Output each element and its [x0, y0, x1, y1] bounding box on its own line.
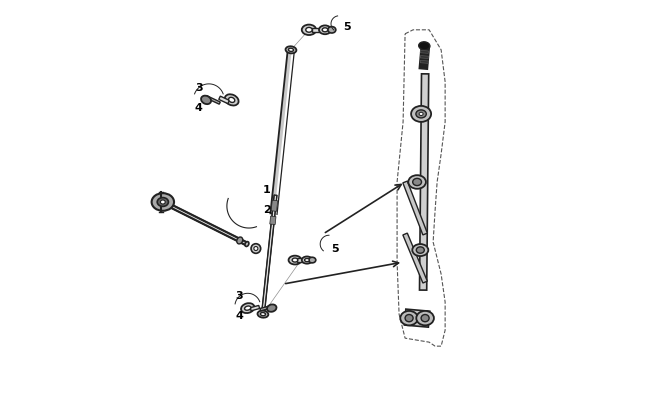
Ellipse shape — [201, 96, 211, 105]
Ellipse shape — [328, 28, 336, 34]
Polygon shape — [270, 50, 294, 215]
Ellipse shape — [229, 98, 235, 103]
Ellipse shape — [244, 306, 251, 311]
Ellipse shape — [289, 49, 294, 52]
Ellipse shape — [302, 257, 312, 264]
Polygon shape — [260, 306, 272, 311]
Ellipse shape — [419, 43, 430, 51]
Polygon shape — [270, 217, 276, 225]
Polygon shape — [419, 47, 429, 70]
Polygon shape — [404, 309, 430, 327]
Ellipse shape — [261, 313, 265, 316]
Ellipse shape — [289, 256, 302, 265]
Polygon shape — [261, 196, 277, 315]
Ellipse shape — [309, 258, 316, 263]
Text: 3: 3 — [195, 83, 203, 93]
Ellipse shape — [251, 244, 261, 254]
Ellipse shape — [151, 194, 174, 211]
Ellipse shape — [411, 107, 431, 123]
Ellipse shape — [245, 242, 249, 247]
Ellipse shape — [412, 245, 428, 256]
Ellipse shape — [157, 198, 168, 207]
Ellipse shape — [161, 200, 165, 205]
Text: 4: 4 — [235, 310, 243, 320]
Polygon shape — [219, 97, 229, 104]
Ellipse shape — [225, 95, 239, 106]
Polygon shape — [420, 51, 428, 54]
Ellipse shape — [285, 47, 296, 54]
Ellipse shape — [254, 247, 258, 251]
Ellipse shape — [319, 26, 331, 35]
Text: 2: 2 — [263, 205, 270, 215]
Ellipse shape — [267, 305, 276, 312]
Ellipse shape — [322, 29, 328, 33]
Ellipse shape — [241, 303, 254, 313]
Text: 4: 4 — [195, 102, 203, 113]
Text: 1: 1 — [263, 185, 270, 194]
Ellipse shape — [421, 315, 429, 322]
Ellipse shape — [302, 26, 316, 36]
Polygon shape — [296, 259, 306, 262]
Ellipse shape — [405, 315, 413, 322]
Ellipse shape — [416, 111, 426, 119]
Ellipse shape — [257, 311, 268, 318]
Ellipse shape — [419, 113, 423, 116]
Ellipse shape — [237, 237, 242, 244]
Polygon shape — [205, 96, 220, 105]
Polygon shape — [420, 56, 428, 60]
Ellipse shape — [416, 247, 424, 254]
Text: 3: 3 — [235, 290, 243, 301]
Polygon shape — [250, 306, 259, 311]
Ellipse shape — [400, 311, 418, 326]
Polygon shape — [403, 234, 427, 284]
Polygon shape — [419, 75, 429, 290]
Polygon shape — [420, 61, 428, 64]
Polygon shape — [403, 182, 427, 235]
Polygon shape — [271, 201, 278, 212]
Ellipse shape — [292, 258, 298, 262]
Polygon shape — [162, 201, 248, 246]
Polygon shape — [312, 29, 322, 33]
Text: 5: 5 — [343, 22, 350, 32]
Ellipse shape — [413, 179, 421, 186]
Ellipse shape — [416, 311, 434, 326]
Ellipse shape — [305, 259, 309, 262]
Text: 5: 5 — [331, 243, 339, 254]
Polygon shape — [162, 202, 248, 245]
Ellipse shape — [408, 176, 426, 189]
Ellipse shape — [306, 28, 312, 33]
